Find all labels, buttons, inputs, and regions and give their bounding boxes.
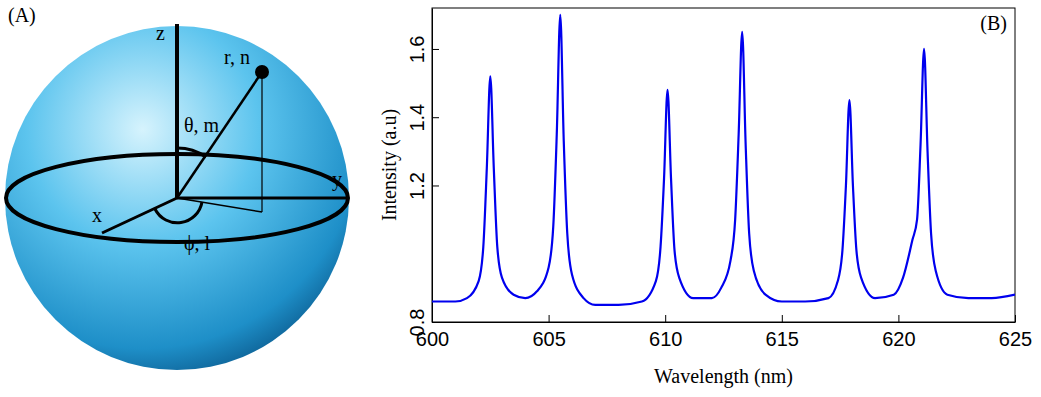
panel-b: 6006056106156206250.81.21.41.6Wavelength… xyxy=(378,8,1032,388)
y-axis-line xyxy=(432,9,433,323)
y-tick-mark xyxy=(432,49,439,50)
projection xyxy=(177,198,262,212)
y-axis: 0.8 1.2 1.4 1.6 xyxy=(406,9,439,337)
panel-a: (A) x y z r, n θ, m ϕ, l xyxy=(5,4,349,370)
axis-label: z xyxy=(156,22,165,44)
x-tick: 625 xyxy=(999,315,1032,350)
point-label: r, n xyxy=(224,46,250,68)
x-axis-title: Wavelength (nm) xyxy=(654,365,793,388)
angle-label: ϕ, l xyxy=(184,232,211,255)
y-tick: 1.6 xyxy=(406,36,439,64)
plot-area xyxy=(432,15,1015,305)
axis-label: y xyxy=(332,168,342,191)
x-tick-label: 610 xyxy=(649,328,682,350)
x-tick-label: 615 xyxy=(766,328,799,350)
y-tick-label: 1.4 xyxy=(406,104,428,132)
x-tick: 605 xyxy=(532,315,565,350)
y-tick-label: 0.8 xyxy=(406,309,428,337)
y-tick-label: 1.6 xyxy=(406,36,428,64)
y-tick: 1.2 xyxy=(406,172,439,200)
axis-label: x xyxy=(92,204,102,226)
z-axis xyxy=(175,24,179,198)
y-tick: 1.4 xyxy=(406,104,439,132)
x-axis-line xyxy=(433,322,1016,323)
plot-frame xyxy=(432,8,1015,322)
radius xyxy=(177,72,262,198)
phi-arc xyxy=(155,202,202,223)
x-tick-label: 625 xyxy=(999,328,1032,350)
panel-label: (A) xyxy=(8,4,36,27)
theta-arc xyxy=(177,148,206,157)
x-tick-mark xyxy=(549,315,550,322)
x-tick-mark xyxy=(1015,315,1016,322)
y-tick-mark xyxy=(432,117,439,118)
angle-label: θ, m xyxy=(184,114,220,136)
y-axis-title: Intensity (a.u) xyxy=(378,109,401,221)
x-axis: 600605610615620625 xyxy=(416,315,1032,350)
drop-line xyxy=(261,72,262,212)
panel-label: (B) xyxy=(980,12,1007,35)
y-tick-mark xyxy=(432,185,439,186)
x-tick-mark xyxy=(665,315,666,322)
x-tick-label: 620 xyxy=(882,328,915,350)
spectrum-line xyxy=(432,15,1015,305)
figure: (A)xyzr, nθ, mϕ, l6006056106156206250.81… xyxy=(0,0,1041,397)
y-tick: 0.8 xyxy=(406,309,439,337)
x-tick-label: 605 xyxy=(532,328,565,350)
y-tick-mark xyxy=(432,322,439,323)
x-axis xyxy=(102,198,177,233)
x-tick: 620 xyxy=(882,315,915,350)
x-tick-mark xyxy=(782,315,783,322)
x-tick: 615 xyxy=(766,315,799,350)
x-tick: 610 xyxy=(649,315,682,350)
y-tick-label: 1.2 xyxy=(406,172,428,200)
x-tick-mark xyxy=(898,315,899,322)
point xyxy=(255,65,269,79)
